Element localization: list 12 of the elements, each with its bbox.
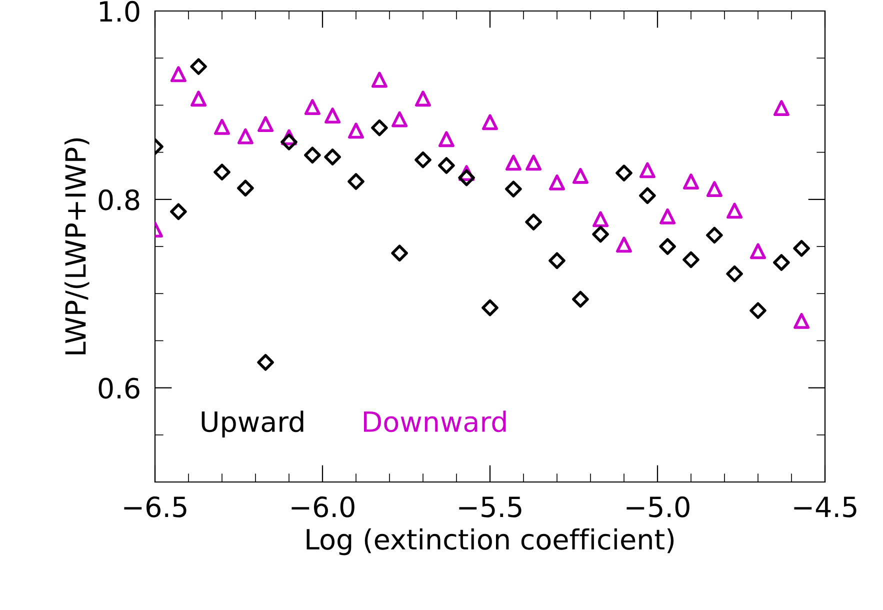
x-tick-label: −6.0 <box>292 496 354 518</box>
text: Downward <box>364 410 506 432</box>
x-tick-label: −4.5 <box>794 496 856 518</box>
y-tick-label: 0.6 <box>98 378 140 399</box>
y-axis-title: LWP/(LWP+IWP) <box>64 138 90 354</box>
y-tick-label: 0.8 <box>98 189 140 210</box>
x-axis-title: Log (extinction coefficient) <box>306 528 674 556</box>
y-tick-label: 1.0 <box>100 0 140 22</box>
text: Upward <box>202 410 304 438</box>
x-tick-label: −5.0 <box>626 496 690 518</box>
x-tick-label: −5.5 <box>459 496 522 518</box>
x-tick-label: −6.5 <box>124 496 186 518</box>
